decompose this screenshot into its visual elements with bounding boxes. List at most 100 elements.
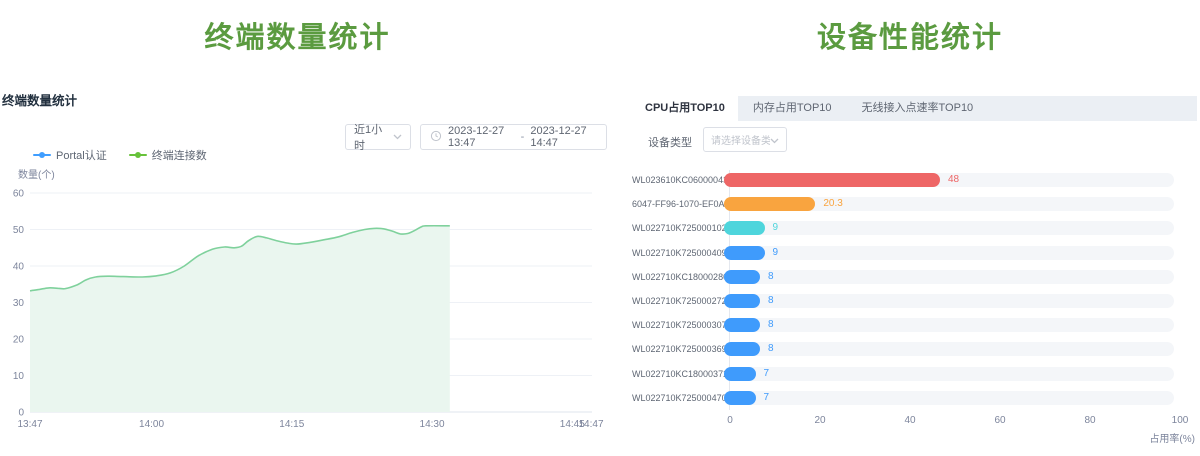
line-chart-y-axis-label: 数量(个) [18,170,55,181]
bar-category-label: WL022710KC18000372 [632,368,729,379]
date-range-picker[interactable]: 2023-12-27 13:47 - 2023-12-27 14:47 [420,124,607,150]
device-type-select[interactable]: 请选择设备类型 [703,127,787,152]
cpu-top10-bar-chart: WL023610KC06000043 48 6047-FF96-1070-EF0A 2… [632,168,1198,410]
bar-row: WL022710K725000369 8 [632,337,1198,361]
terminal-count-line-chart: 0 10 20 30 40 50 60 13:47 14:00 14:15 14:30 14:4514… [13,189,604,431]
bar-fill [724,294,760,309]
tab-wireless-ap-rate-top10[interactable]: 无线接入点速率TOP10 [861,102,974,114]
x-tick-label: 20 [814,415,826,426]
left-panel-title: 终端数量统计 [204,22,391,54]
bar-fill [724,173,940,188]
chevron-down-icon [770,131,779,149]
x-tick-label: 13:47 [17,419,42,430]
bar-row: WL022710K725000272 8 [632,289,1198,313]
series-line [29,224,450,292]
bar-fill [724,221,765,236]
bar-fill [724,390,756,405]
bar-track: 7 [724,366,1174,381]
bar-row: WL022710K725000307 8 [632,313,1198,337]
line-chart-card-title: 终端数量统计 [2,94,78,108]
bar-track: 9 [724,221,1174,236]
bar-value-label: 9 [772,246,779,258]
bar-fill [724,269,760,284]
bar-category-label: WL022710KC18000280 [632,271,729,282]
bar-row: WL023610KC06000043 48 [632,168,1198,192]
x-tick-label: 14:47 [578,419,603,430]
bar-track: 8 [724,318,1174,333]
x-tick-label: 80 [1084,415,1096,426]
line-series-icon [33,152,51,158]
bar-value-label: 8 [768,295,774,307]
bar-category-label: WL022710K725000409 [632,247,727,258]
legend-item-terminal-connections[interactable]: 终端连接数 [128,147,207,163]
date-range-separator: - [520,131,525,143]
tab-memory-top10[interactable]: 内存占用TOP10 [752,102,832,114]
legend-label: 终端连接数 [151,150,207,162]
bar-category-label: WL022710K725000470 [632,392,727,403]
bar-track: 9 [724,245,1174,260]
bar-row: WL022710KC18000280 8 [632,265,1198,289]
date-range-end: 2023-12-27 14:47 [530,125,587,149]
bar-value-label: 20.3 [823,198,843,210]
x-tick-label: 14:15 [279,419,304,430]
bar-track: 8 [724,342,1174,357]
bar-fill [724,245,765,260]
y-tick-label: 40 [13,262,25,273]
y-tick-label: 0 [18,408,24,419]
bar-track: 8 [724,269,1174,284]
tab-cpu-top10[interactable]: CPU占用TOP10 [632,96,738,121]
bar-category-label: WL023610KC06000043 [632,175,729,186]
y-tick-label: 10 [13,371,25,382]
bar-chart-x-axis-label: 占用率(%) [1149,434,1195,445]
y-tick-label: 30 [13,298,25,309]
bar-value-label: 9 [772,222,779,234]
bar-category-label: 6047-FF96-1070-EF0A [632,199,725,210]
bar-fill [724,318,760,333]
x-tick-label: 40 [904,415,916,426]
bar-value-label: 48 [948,174,960,186]
bar-row: 6047-FF96-1070-EF0A 20.3 [632,192,1198,216]
x-tick-label: 14:30 [420,419,445,430]
bar-track: 8 [724,294,1174,309]
x-tick-label: 14:45 [560,419,585,430]
bar-chart-x-ticks: 0 20 40 60 80 100 [632,415,1198,427]
bar-value-label: 8 [768,343,774,355]
bar-row: WL022710K725000470 7 [632,386,1198,410]
x-tick-label: 0 [727,415,733,426]
bar-chart-axis-line [729,170,730,410]
bar-track: 7 [724,390,1174,405]
area-fill [30,225,450,412]
performance-tab-bar: CPU占用TOP10 内存占用TOP10 无线接入点速率TOP10 [632,96,1197,121]
bar-value-label: 7 [763,367,770,379]
bar-row: WL022710K725000102 9 [632,216,1198,240]
bar-category-label: WL022710K725000102 [632,223,727,234]
bar-value-label: 7 [763,391,770,403]
legend-item-portal[interactable]: Portal认证 [33,147,107,163]
bar-category-label: WL022710K725000272 [632,296,727,307]
bar-row: WL022710KC18000372 7 [632,362,1198,386]
y-tick-label: 50 [13,225,25,236]
bar-fill [724,197,816,212]
bar-category-label: WL022710K725000369 [632,344,727,355]
x-tick-label: 60 [994,415,1006,426]
device-type-label: 设备类型 [648,137,692,149]
y-tick-label: 60 [13,189,25,200]
time-range-value: 近1小时 [354,124,383,152]
bar-row: WL022710K725000409 9 [632,241,1198,265]
y-tick-label: 20 [13,335,25,346]
bar-track: 48 [724,173,1174,188]
clock-icon [430,130,442,145]
device-type-placeholder: 请选择设备类型 [711,136,770,147]
bar-track: 20.3 [724,197,1174,212]
time-range-select[interactable]: 近1小时 [345,124,411,152]
date-range-start: 2023-12-27 13:47 [448,125,505,149]
right-panel-title: 设备性能统计 [816,22,1003,54]
bar-category-label: WL022710K725000307 [632,320,727,331]
legend-label: Portal认证 [56,150,107,162]
x-tick-label: 14:00 [139,419,164,430]
chevron-down-icon [393,131,402,143]
line-series-icon [128,152,147,158]
bar-value-label: 8 [768,270,774,282]
bar-value-label: 8 [768,319,774,331]
